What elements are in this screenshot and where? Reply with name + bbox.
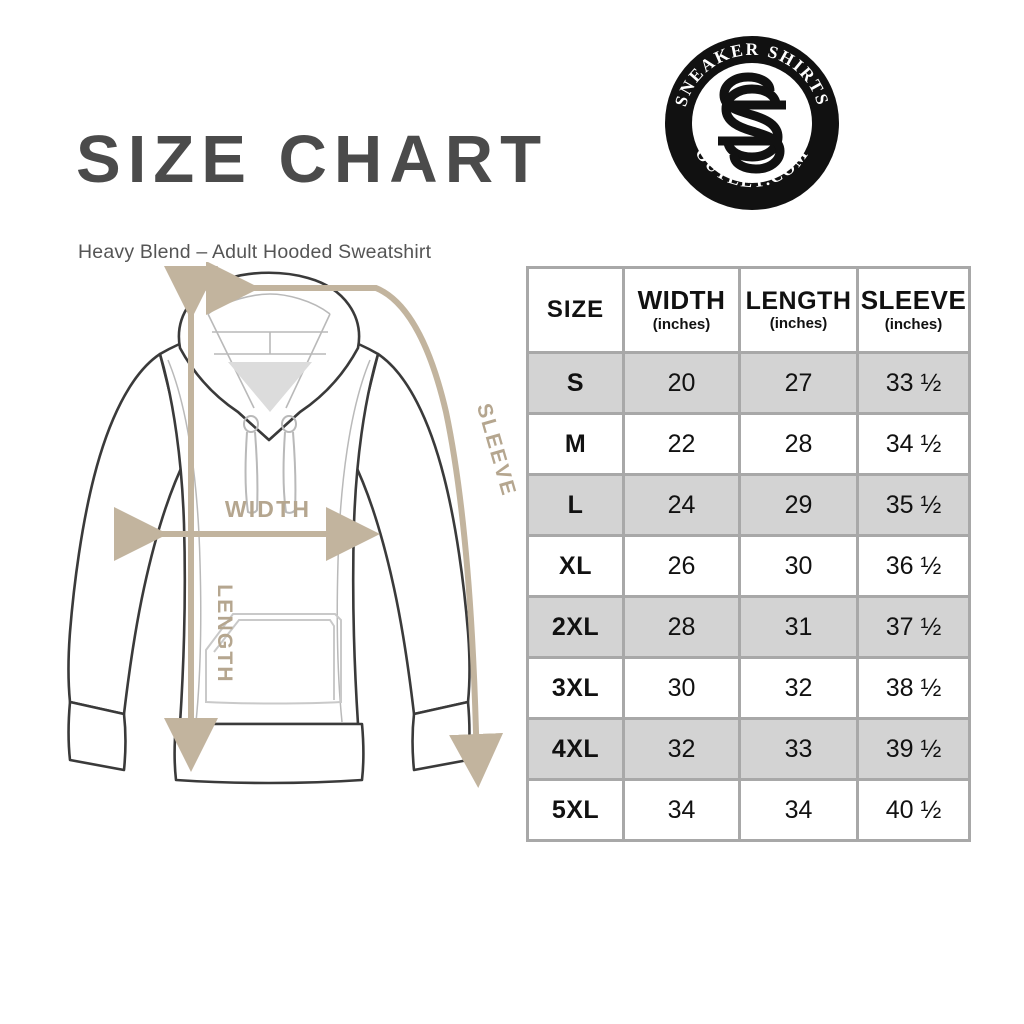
cell-width: 34 — [622, 778, 741, 842]
cell-width: 20 — [622, 351, 741, 415]
cell-width: 26 — [622, 534, 741, 598]
table-row: M 22 28 34 ½ — [526, 412, 971, 476]
column-header-sleeve-label: SLEEVE — [860, 285, 967, 316]
cell-width: 28 — [622, 595, 741, 659]
page-title: SIZE CHART — [76, 122, 548, 197]
cell-width: 32 — [622, 717, 741, 781]
cell-length: 32 — [738, 656, 859, 720]
cell-sleeve: 40 ½ — [856, 778, 971, 842]
column-header-sleeve: SLEEVE (inches) — [856, 266, 971, 354]
table-row: 4XL 32 33 39 ½ — [526, 717, 971, 781]
column-header-sleeve-units: (inches) — [884, 315, 943, 333]
cell-size: 2XL — [526, 595, 625, 659]
column-header-length-units: (inches) — [769, 315, 828, 333]
cell-length: 33 — [738, 717, 859, 781]
table-row: XL 26 30 36 ½ — [526, 534, 971, 598]
size-table-container: SIZE WIDTH (inches) LENGTH (inches) SLEE… — [526, 266, 971, 842]
cell-sleeve: 33 ½ — [856, 351, 971, 415]
table-row: 2XL 28 31 37 ½ — [526, 595, 971, 659]
cell-sleeve: 36 ½ — [856, 534, 971, 598]
column-header-size-label: SIZE — [546, 296, 605, 323]
cell-length: 29 — [738, 473, 859, 537]
cell-size: 5XL — [526, 778, 625, 842]
cell-length: 31 — [738, 595, 859, 659]
column-header-length-label: LENGTH — [745, 286, 852, 315]
cell-size: 3XL — [526, 656, 625, 720]
page-subtitle: Heavy Blend – Adult Hooded Sweatshirt — [78, 241, 432, 263]
table-row: 5XL 34 34 40 ½ — [526, 778, 971, 842]
brand-logo: SNEAKER SHIRTS OUTLET.COM — [662, 33, 842, 213]
width-label: WIDTH — [225, 496, 311, 522]
column-header-width-label: WIDTH — [637, 285, 726, 316]
size-table-body: S 20 27 33 ½ M 22 28 34 ½ L 24 29 35 ½ — [526, 351, 971, 842]
table-header-row: SIZE WIDTH (inches) LENGTH (inches) SLEE… — [526, 266, 971, 354]
cell-size: M — [526, 412, 625, 476]
cell-length: 28 — [738, 412, 859, 476]
column-header-width-units: (inches) — [652, 315, 711, 333]
cell-size: L — [526, 473, 625, 537]
cell-sleeve: 35 ½ — [856, 473, 971, 537]
cell-size: 4XL — [526, 717, 625, 781]
hoodie-illustration: WIDTH LENGTH SLEEVE — [58, 262, 528, 842]
column-header-size: SIZE — [526, 266, 625, 354]
cell-sleeve: 37 ½ — [856, 595, 971, 659]
cell-size: S — [526, 351, 625, 415]
cell-width: 22 — [622, 412, 741, 476]
cell-length: 27 — [738, 351, 859, 415]
size-table: SIZE WIDTH (inches) LENGTH (inches) SLEE… — [526, 266, 971, 842]
cell-width: 24 — [622, 473, 741, 537]
sleeve-label: SLEEVE — [472, 401, 521, 500]
column-header-length: LENGTH (inches) — [738, 266, 859, 354]
table-row: S 20 27 33 ½ — [526, 351, 971, 415]
length-label: LENGTH — [213, 584, 236, 684]
cell-sleeve: 38 ½ — [856, 656, 971, 720]
cell-size: XL — [526, 534, 625, 598]
column-header-width: WIDTH (inches) — [622, 266, 741, 354]
table-row: L 24 29 35 ½ — [526, 473, 971, 537]
cell-length: 34 — [738, 778, 859, 842]
cell-sleeve: 39 ½ — [856, 717, 971, 781]
cell-sleeve: 34 ½ — [856, 412, 971, 476]
table-row: 3XL 30 32 38 ½ — [526, 656, 971, 720]
cell-width: 30 — [622, 656, 741, 720]
cell-length: 30 — [738, 534, 859, 598]
